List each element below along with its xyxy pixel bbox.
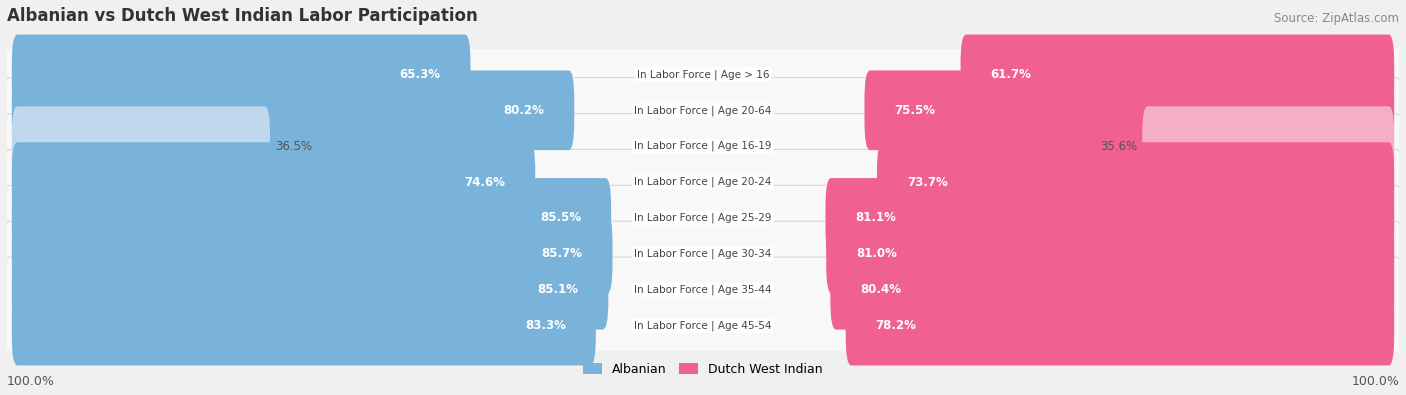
FancyBboxPatch shape: [0, 185, 1406, 322]
Text: 35.6%: 35.6%: [1101, 140, 1137, 153]
Text: 74.6%: 74.6%: [464, 175, 505, 188]
Text: 73.7%: 73.7%: [907, 175, 948, 188]
Text: In Labor Force | Age 20-64: In Labor Force | Age 20-64: [634, 105, 772, 115]
FancyBboxPatch shape: [0, 113, 1406, 250]
Text: 80.2%: 80.2%: [503, 104, 544, 117]
Text: In Labor Force | Age 16-19: In Labor Force | Age 16-19: [634, 141, 772, 151]
FancyBboxPatch shape: [0, 257, 1406, 394]
Text: 81.0%: 81.0%: [856, 247, 897, 260]
FancyBboxPatch shape: [877, 142, 1395, 222]
FancyBboxPatch shape: [11, 214, 613, 293]
Legend: Albanian, Dutch West Indian: Albanian, Dutch West Indian: [578, 357, 828, 381]
Text: 100.0%: 100.0%: [7, 375, 55, 388]
Text: 75.5%: 75.5%: [894, 104, 935, 117]
FancyBboxPatch shape: [845, 286, 1395, 365]
Text: In Labor Force | Age > 16: In Labor Force | Age > 16: [637, 69, 769, 80]
Text: Source: ZipAtlas.com: Source: ZipAtlas.com: [1274, 12, 1399, 25]
Text: 65.3%: 65.3%: [399, 68, 440, 81]
Text: 36.5%: 36.5%: [276, 140, 312, 153]
FancyBboxPatch shape: [1142, 106, 1395, 186]
FancyBboxPatch shape: [11, 250, 609, 329]
Text: 80.4%: 80.4%: [860, 283, 901, 296]
Text: 85.5%: 85.5%: [540, 211, 581, 224]
FancyBboxPatch shape: [11, 106, 270, 186]
FancyBboxPatch shape: [825, 178, 1395, 258]
FancyBboxPatch shape: [0, 42, 1406, 179]
Text: In Labor Force | Age 30-34: In Labor Force | Age 30-34: [634, 248, 772, 259]
Text: In Labor Force | Age 35-44: In Labor Force | Age 35-44: [634, 284, 772, 295]
Text: In Labor Force | Age 20-24: In Labor Force | Age 20-24: [634, 177, 772, 187]
FancyBboxPatch shape: [11, 286, 596, 365]
Text: 78.2%: 78.2%: [876, 319, 917, 332]
Text: Albanian vs Dutch West Indian Labor Participation: Albanian vs Dutch West Indian Labor Part…: [7, 7, 478, 25]
FancyBboxPatch shape: [827, 214, 1395, 293]
FancyBboxPatch shape: [0, 221, 1406, 358]
FancyBboxPatch shape: [865, 70, 1395, 150]
FancyBboxPatch shape: [0, 149, 1406, 286]
FancyBboxPatch shape: [11, 178, 612, 258]
FancyBboxPatch shape: [0, 78, 1406, 215]
Text: 83.3%: 83.3%: [524, 319, 565, 332]
Text: 100.0%: 100.0%: [1351, 375, 1399, 388]
FancyBboxPatch shape: [11, 70, 574, 150]
Text: 81.1%: 81.1%: [855, 211, 896, 224]
Text: In Labor Force | Age 45-54: In Labor Force | Age 45-54: [634, 320, 772, 331]
FancyBboxPatch shape: [831, 250, 1395, 329]
FancyBboxPatch shape: [11, 35, 471, 114]
Text: 61.7%: 61.7%: [990, 68, 1032, 81]
FancyBboxPatch shape: [11, 142, 536, 222]
FancyBboxPatch shape: [0, 6, 1406, 143]
Text: In Labor Force | Age 25-29: In Labor Force | Age 25-29: [634, 213, 772, 223]
Text: 85.7%: 85.7%: [541, 247, 582, 260]
Text: 85.1%: 85.1%: [537, 283, 578, 296]
FancyBboxPatch shape: [960, 35, 1395, 114]
